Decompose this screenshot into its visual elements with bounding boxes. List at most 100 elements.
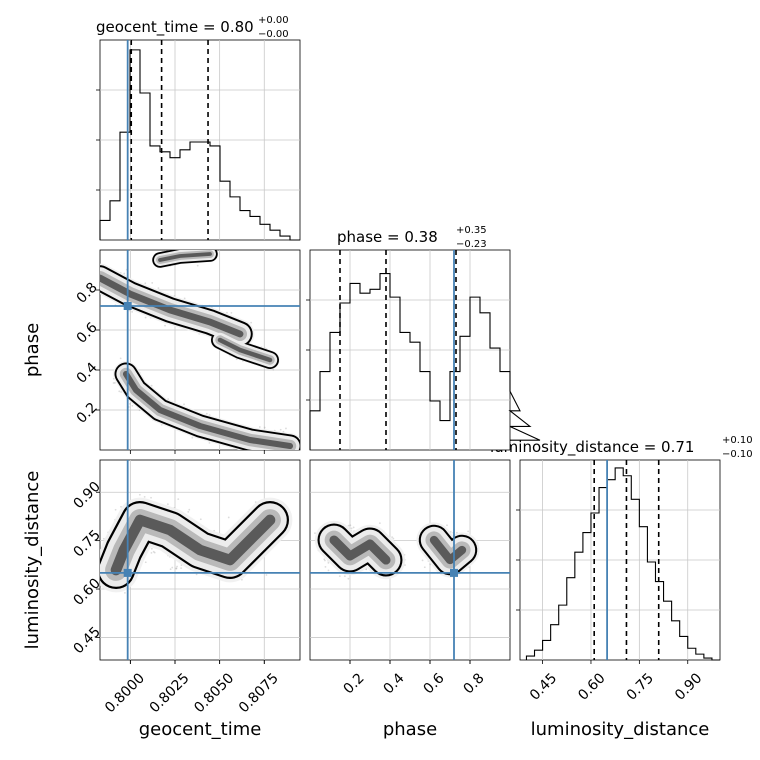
scatter-point xyxy=(347,577,350,580)
panel-content xyxy=(310,460,510,660)
title-luminosity-distance: luminosity_distance = 0.71 xyxy=(490,438,694,457)
x-tick-label-geocent_time: 0.8000 xyxy=(102,670,148,716)
title-phase-sub: −0.23 xyxy=(456,239,487,250)
y-tick-label-phase: 0.6 xyxy=(74,320,101,347)
scatter-point xyxy=(421,559,424,562)
scatter-point xyxy=(343,575,346,578)
x-tick-label-geocent_time: 0.8025 xyxy=(147,670,193,716)
x-tick-label-geocent_time: 0.8050 xyxy=(191,670,237,716)
scatter-point xyxy=(175,567,178,570)
scatter-point xyxy=(157,287,160,290)
scatter-point xyxy=(269,450,271,452)
scatter-point xyxy=(246,451,248,453)
x-tick-label-luminosity_distance: 0.90 xyxy=(672,670,705,703)
scatter-point xyxy=(177,498,180,501)
scatter-point xyxy=(327,569,330,572)
scatter-point xyxy=(151,282,154,284)
scatter-point xyxy=(188,508,191,511)
x-tick-label-phase: 0.8 xyxy=(461,670,488,697)
x-tick-label-luminosity_distance: 0.60 xyxy=(575,670,608,703)
scatter-point xyxy=(93,558,95,560)
scatter-point xyxy=(176,565,178,568)
scatter-point xyxy=(349,524,352,527)
histogram-luminosity_distance xyxy=(525,467,720,661)
scatter-point xyxy=(187,511,190,513)
x-tick-label-geocent_time: 0.8075 xyxy=(236,670,282,716)
scatter-point xyxy=(114,382,116,384)
x-tick-label-phase: 0.2 xyxy=(341,670,368,697)
density-fill xyxy=(122,370,294,450)
scatter-point xyxy=(324,566,327,568)
scatter-point xyxy=(338,575,341,578)
scatter-point xyxy=(183,297,186,300)
scatter-point xyxy=(114,508,117,511)
scatter-point xyxy=(120,391,123,393)
x-tick-label-luminosity_distance: 0.75 xyxy=(624,670,657,703)
scatter-point xyxy=(227,516,230,519)
y-tick-label-phase: 0.4 xyxy=(74,360,101,387)
histogram-geocent_time xyxy=(99,49,300,241)
scatter-point xyxy=(98,284,100,286)
scatter-point xyxy=(204,247,206,249)
scatter-point xyxy=(169,568,172,571)
xlabel-phase: phase xyxy=(383,719,437,740)
scatter-point xyxy=(144,561,147,564)
scatter-point xyxy=(260,450,262,452)
title-phase-sup: +0.35 xyxy=(456,225,487,236)
scatter-point xyxy=(171,566,174,569)
scatter-point xyxy=(262,450,264,452)
scatter-point xyxy=(240,578,243,581)
scatter-point xyxy=(250,321,253,324)
scatter-point xyxy=(314,532,316,535)
scatter-point xyxy=(323,558,326,561)
scatter-point xyxy=(150,551,153,554)
scatter-point xyxy=(144,282,147,285)
scatter-point xyxy=(97,278,99,280)
scatter-point xyxy=(378,522,381,525)
scatter-point xyxy=(274,453,276,455)
scatter-point xyxy=(205,412,208,415)
truth-marker xyxy=(123,568,132,577)
scatter-point xyxy=(97,281,99,283)
scatter-point xyxy=(153,551,156,554)
density-fill xyxy=(429,535,467,565)
x-tick-label-phase: 0.6 xyxy=(421,670,448,697)
panel-content xyxy=(97,247,300,456)
scatter-point xyxy=(391,536,394,539)
scatter-point xyxy=(279,428,282,431)
scatter-point xyxy=(285,427,287,430)
scatter-point xyxy=(164,324,166,327)
scatter-point xyxy=(183,403,185,406)
density-fill xyxy=(100,274,244,338)
scatter-point xyxy=(119,357,122,360)
scatter-point xyxy=(185,248,187,250)
scatter-point xyxy=(124,591,126,594)
y-tick-label-luminosity_distance: 0.45 xyxy=(70,624,103,657)
x-tick-label-phase: 0.4 xyxy=(381,670,408,697)
scatter-point xyxy=(208,441,211,444)
y-tick-label-luminosity_distance: 0.75 xyxy=(70,527,103,560)
scatter-point xyxy=(467,530,470,533)
scatter-point xyxy=(446,524,448,527)
scatter-point xyxy=(195,573,198,576)
scatter-point xyxy=(123,272,126,275)
scatter-point xyxy=(265,574,268,576)
ylabel-phase: phase xyxy=(22,323,43,377)
truth-marker xyxy=(123,302,132,310)
title-phase: phase = 0.38 xyxy=(337,228,438,246)
scatter-point xyxy=(392,537,395,540)
scatter-point xyxy=(150,547,153,550)
scatter-point xyxy=(347,524,350,527)
xlabel-geocent-time: geocent_time xyxy=(139,719,262,740)
density-fill xyxy=(329,535,391,565)
y-tick-label-phase: 0.8 xyxy=(74,280,101,307)
xlabel-luminosity-distance: luminosity_distance xyxy=(531,719,710,740)
scatter-point xyxy=(98,549,100,551)
scatter-point xyxy=(272,454,274,456)
scatter-point xyxy=(191,436,194,439)
scatter-point xyxy=(152,550,155,553)
scatter-point xyxy=(112,382,115,384)
y-tick-label-phase: 0.2 xyxy=(74,400,101,427)
